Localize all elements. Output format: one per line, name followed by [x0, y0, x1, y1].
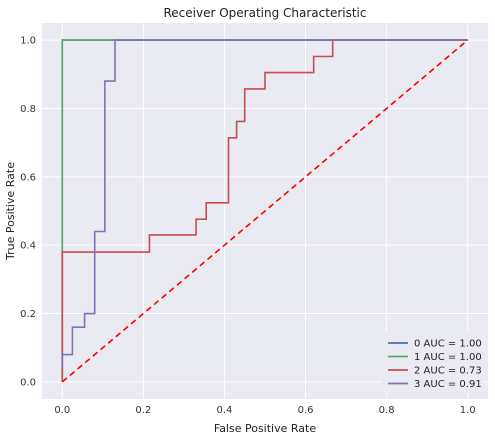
x-tick-label: 1.0 — [460, 405, 476, 416]
chart-title: Receiver Operating Characteristic — [163, 6, 366, 20]
legend: 0 AUC = 1.00 1 AUC = 1.00 2 AUC = 0.73 3 AU… — [382, 331, 482, 393]
x-tick-label: 0.8 — [379, 405, 395, 416]
legend-label-3: 3 AUC = 0.91 — [414, 379, 482, 390]
x-tick-label: 0.4 — [217, 405, 233, 416]
reference-diagonal-line — [61, 39, 469, 383]
series-lines — [61, 39, 469, 383]
y-axis-label: True Positive Rate — [4, 162, 17, 261]
legend-label-1: 1 AUC = 1.00 — [414, 352, 482, 363]
legend-label-2: 2 AUC = 0.73 — [414, 366, 482, 377]
y-tick-label: 0.2 — [20, 309, 36, 320]
y-axis-ticks: 0.0 0.2 0.4 0.6 0.8 1.0 — [20, 36, 36, 389]
x-tick-label: 0.6 — [298, 405, 314, 416]
y-tick-label: 0.8 — [20, 104, 36, 115]
legend-label-0: 0 AUC = 1.00 — [414, 339, 482, 350]
series-line-2 — [61, 39, 468, 382]
y-tick-label: 1.0 — [20, 36, 36, 47]
y-tick-label: 0.0 — [20, 377, 36, 388]
grid-lines — [42, 23, 488, 399]
x-tick-label: 0.0 — [54, 405, 70, 416]
x-tick-label: 0.2 — [135, 405, 151, 416]
y-tick-label: 0.4 — [20, 241, 36, 252]
y-tick-label: 0.6 — [20, 172, 36, 183]
series-line-3 — [61, 39, 468, 369]
x-axis-ticks: 0.0 0.2 0.4 0.6 0.8 1.0 — [54, 405, 475, 416]
x-axis-label: False Positive Rate — [214, 422, 316, 435]
